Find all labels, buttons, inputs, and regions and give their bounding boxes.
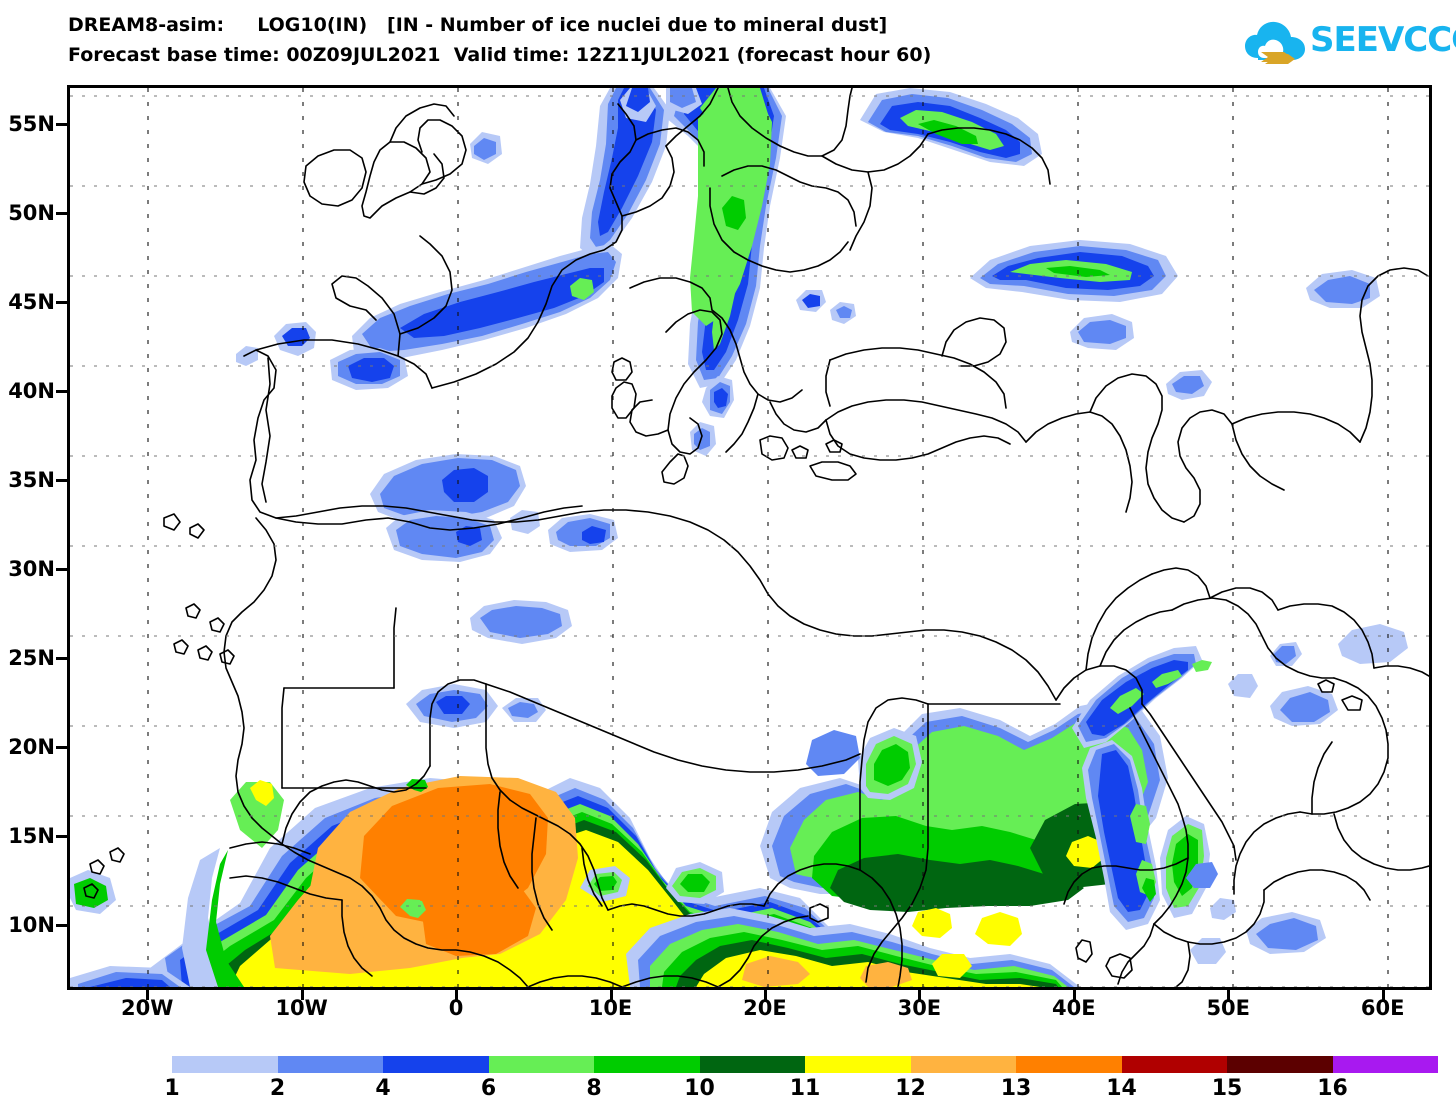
colorbar-segment bbox=[277, 1056, 383, 1073]
x-axis-tick bbox=[146, 989, 150, 1000]
y-axis-tick-label: 40N bbox=[8, 378, 55, 403]
y-axis-tick bbox=[56, 656, 67, 660]
colorbar-segment bbox=[1016, 1056, 1122, 1073]
y-axis-tick-label: 15N bbox=[8, 823, 55, 848]
x-axis-tick-label: 50E bbox=[1206, 996, 1251, 1020]
y-axis-tick bbox=[56, 745, 67, 749]
y-axis-tick-label: 45N bbox=[8, 289, 55, 314]
colorbar-segment bbox=[910, 1056, 1016, 1073]
longitude-grid bbox=[147, 88, 1389, 987]
header-time-line: Forecast base time: 00Z09JUL2021 Valid t… bbox=[68, 44, 932, 66]
x-axis-tick bbox=[300, 989, 304, 1000]
colorbar-tick-label: 6 bbox=[480, 1076, 497, 1101]
x-axis-tick-label: 20W bbox=[121, 996, 174, 1020]
colorbar-segment bbox=[1227, 1056, 1333, 1073]
colorbar-tick-label: 11 bbox=[789, 1076, 821, 1101]
colorbar-tick-labels: 1 2 4 6 8 10 11 12 13 14 15 16 bbox=[164, 1076, 1438, 1106]
x-axis-tick-label: 0 bbox=[448, 996, 464, 1020]
colorbar-tick-label: 14 bbox=[1106, 1076, 1137, 1101]
coastline-overlay bbox=[83, 88, 1429, 987]
y-axis-tick-label: 25N bbox=[8, 645, 55, 670]
y-axis-tick bbox=[56, 834, 67, 838]
x-axis-tick-label: 20E bbox=[743, 996, 787, 1020]
x-axis-tick-label: 30E bbox=[897, 996, 942, 1020]
colorbar-tick-label: 12 bbox=[895, 1076, 926, 1101]
x-axis-tick-label: 40E bbox=[1052, 996, 1096, 1020]
colorbar-segment bbox=[172, 1056, 278, 1073]
x-axis-tick bbox=[609, 989, 613, 1000]
x-axis-tick bbox=[1227, 989, 1231, 1000]
y-axis-tick-label: 50N bbox=[8, 200, 55, 225]
y-axis-tick-label: 55N bbox=[8, 111, 55, 136]
colorbar-tick-label: 13 bbox=[1000, 1076, 1032, 1101]
x-axis-tick bbox=[763, 989, 767, 1000]
map-plot-area[interactable] bbox=[67, 85, 1432, 990]
x-axis-tick bbox=[1072, 989, 1076, 1000]
colorbar-segment bbox=[383, 1056, 489, 1073]
x-axis-tick-label: 60E bbox=[1360, 996, 1405, 1020]
colorbar-tick-label: 1 bbox=[164, 1076, 180, 1101]
y-axis-tick bbox=[56, 923, 67, 927]
seevccc-logo: SEEVCCC bbox=[1244, 16, 1456, 68]
colorbar-segment bbox=[805, 1056, 911, 1073]
y-axis-tick bbox=[56, 122, 67, 126]
y-axis-tick bbox=[56, 567, 67, 571]
logo-text: SEEVCCC bbox=[1310, 20, 1456, 60]
x-axis-tick bbox=[1381, 989, 1385, 1000]
colorbar-segment bbox=[594, 1056, 700, 1073]
dust-concentration-field bbox=[70, 88, 1408, 987]
colorbar-segment bbox=[1332, 1056, 1438, 1073]
colorbar-strip bbox=[172, 1056, 1438, 1073]
x-axis-tick bbox=[455, 989, 459, 1000]
colorbar-tick-label: 10 bbox=[684, 1076, 715, 1101]
y-axis-tick-label: 20N bbox=[8, 734, 55, 759]
y-axis-tick bbox=[56, 478, 67, 482]
colorbar-segment bbox=[488, 1056, 594, 1073]
y-axis-tick-label: 35N bbox=[8, 467, 55, 492]
y-axis-tick bbox=[56, 389, 67, 393]
x-axis-tick bbox=[918, 989, 922, 1000]
map-canvas bbox=[70, 88, 1429, 987]
colorbar-tick-label: 2 bbox=[269, 1076, 286, 1101]
chart-header: DREAM8-asim: LOG10(IN) [IN - Number of i… bbox=[0, 0, 1456, 82]
y-axis-tick bbox=[56, 300, 67, 304]
x-axis-tick-label: 10E bbox=[588, 996, 633, 1020]
header-title-line: DREAM8-asim: LOG10(IN) [IN - Number of i… bbox=[68, 14, 888, 36]
colorbar-tick-label: 4 bbox=[375, 1076, 391, 1101]
colorbar-segment bbox=[1121, 1056, 1227, 1073]
y-axis-tick-label: 10N bbox=[8, 912, 55, 937]
colorbar-segment bbox=[699, 1056, 805, 1073]
colorbar-tick-label: 16 bbox=[1317, 1076, 1348, 1101]
y-axis-tick-label: 30N bbox=[8, 556, 55, 581]
colorbar-tick-label: 8 bbox=[586, 1076, 602, 1101]
y-axis-tick bbox=[56, 211, 67, 215]
colorbar-legend: 1 2 4 6 8 10 11 12 13 14 15 16 bbox=[0, 1048, 1456, 1110]
colorbar-tick-label: 15 bbox=[1211, 1076, 1243, 1101]
cloud-icon bbox=[1245, 21, 1305, 64]
x-axis-tick-label: 10W bbox=[275, 996, 328, 1020]
